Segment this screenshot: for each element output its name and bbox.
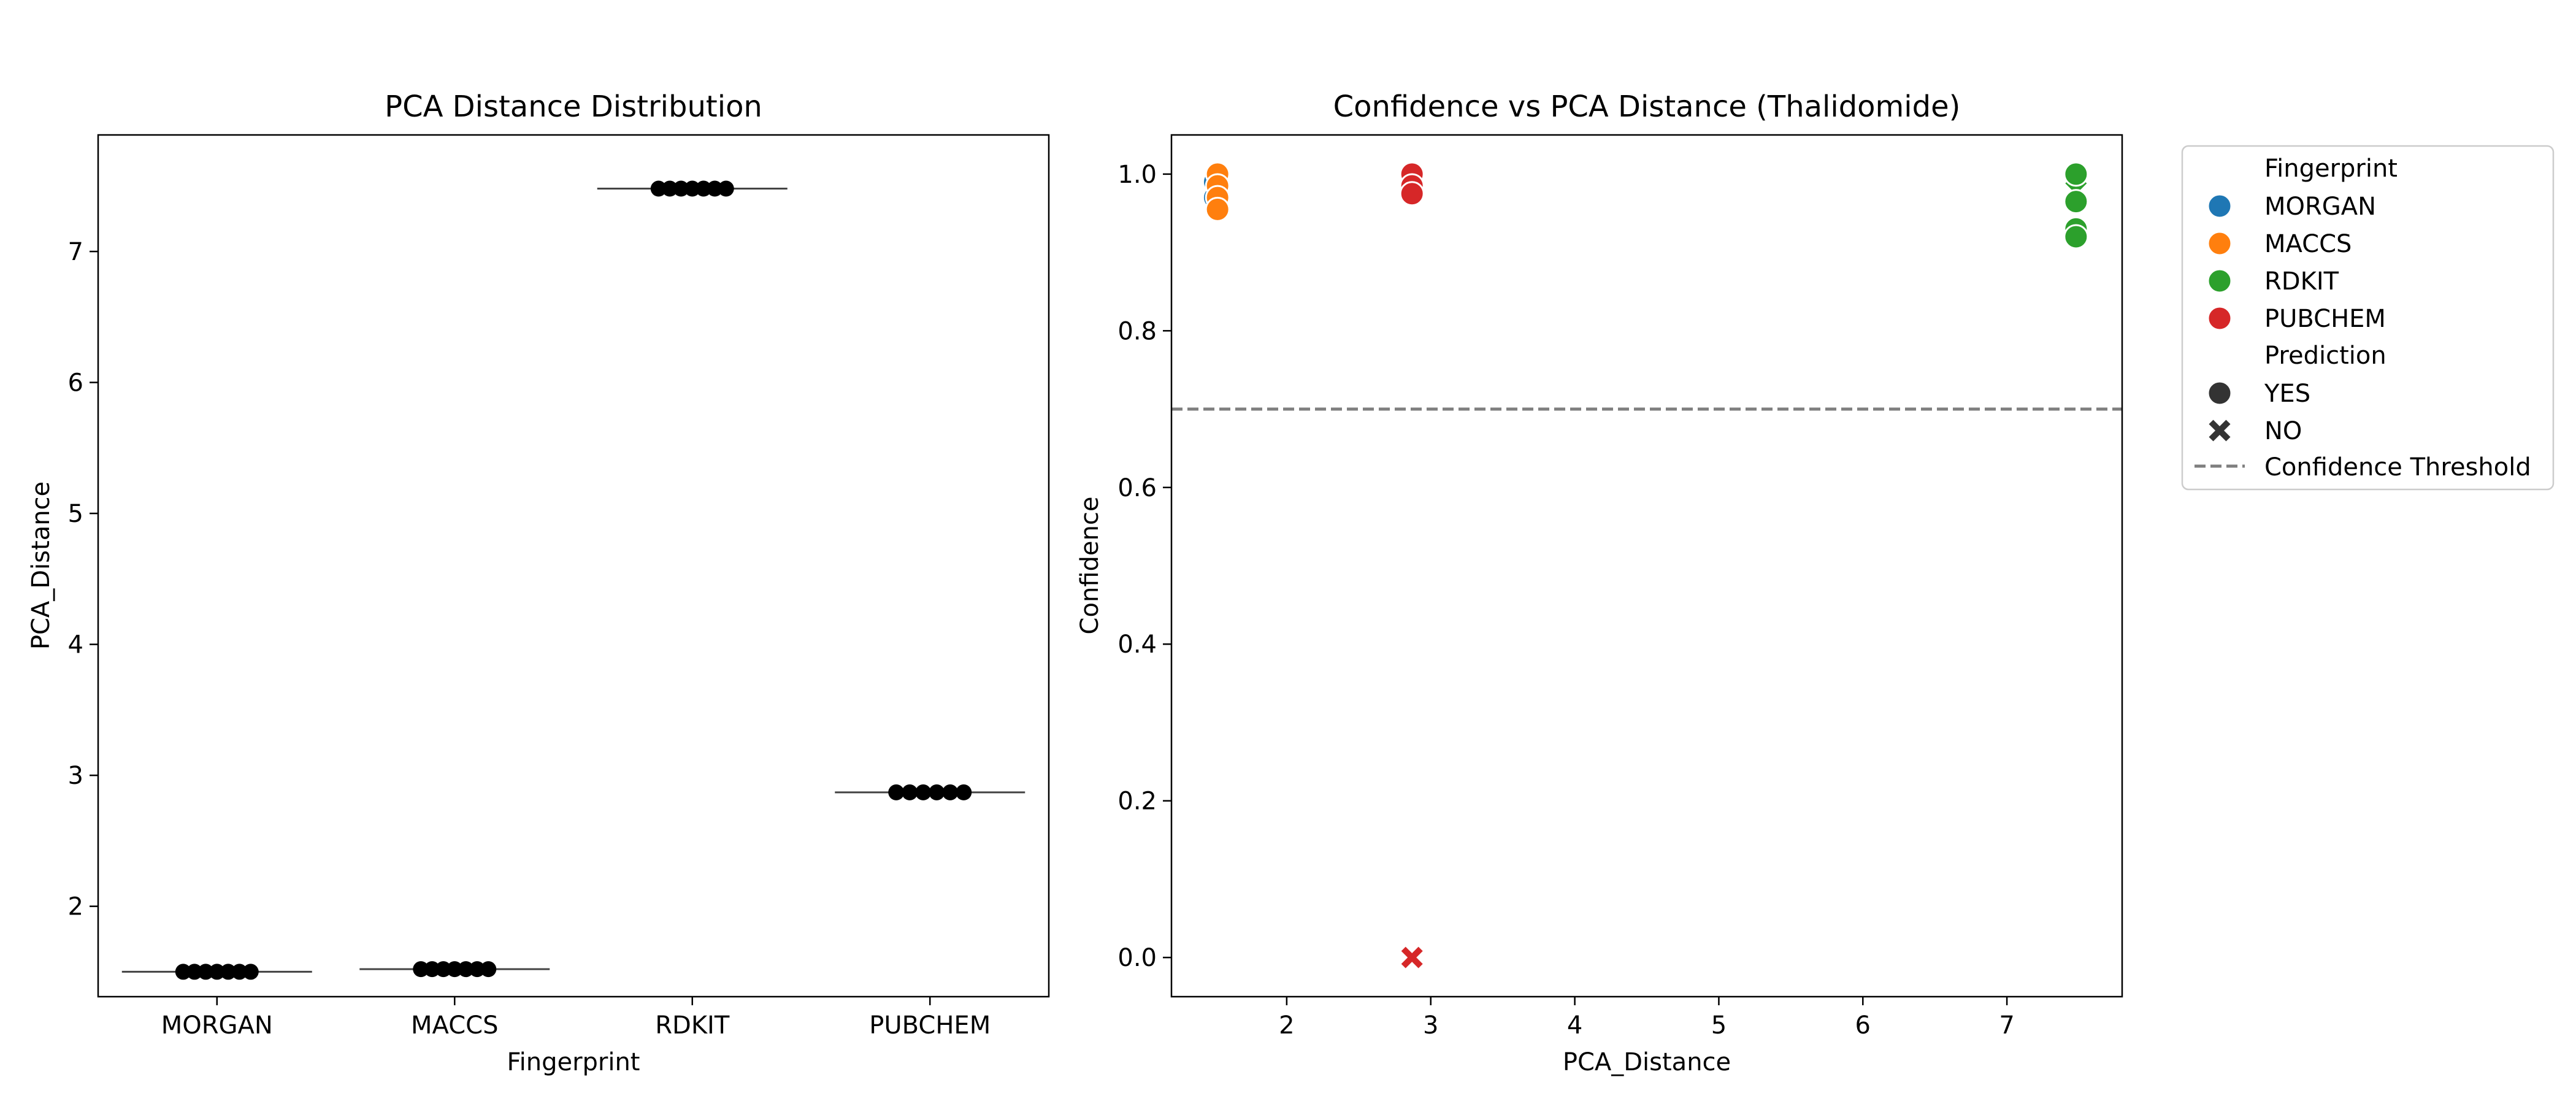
strip-point	[413, 961, 429, 978]
legend-item-threshold: Confidence Threshold	[2195, 453, 2531, 481]
strip-point	[447, 961, 463, 978]
scatter-point-yes-rdkit	[2063, 224, 2089, 250]
strip-point	[915, 784, 932, 800]
x-tick-label: 2	[1279, 1011, 1294, 1040]
legend-title-prediction: Prediction	[2264, 342, 2386, 370]
y-tick-label: 0.6	[1117, 474, 1157, 502]
right-x-axis-ticks: 2 3 4 5 6 7	[1279, 997, 2015, 1040]
left-plot-frame	[97, 134, 1050, 998]
strip-point	[650, 180, 667, 197]
legend-title-fingerprint: Fingerprint	[2264, 155, 2398, 183]
x-tick-label: MACCS	[411, 1011, 498, 1040]
strip-point	[469, 961, 485, 978]
x-tick-label: 3	[1423, 1011, 1438, 1040]
y-tick-label: 0.2	[1117, 788, 1157, 816]
legend-marker-no	[2209, 420, 2231, 442]
legend-marker-yes	[2207, 380, 2233, 406]
left-y-axis-label: PCA_Distance	[27, 481, 55, 650]
legend-fingerprint-items: MORGAN MACCS RDKIT PUBCHEM	[2207, 193, 2386, 333]
left-chart-title: PCA Distance Distribution	[385, 90, 762, 124]
x-tick-label: 7	[1999, 1011, 2014, 1040]
legend-prediction-items: YES NO	[2207, 380, 2310, 445]
legend: Fingerprint MORGAN MACCS RDKIT PUBCHEM Pred…	[2181, 145, 2555, 491]
scatter-point-yes-rdkit	[2063, 161, 2089, 187]
strip-point	[480, 961, 497, 978]
right-y-axis-label: Confidence	[1076, 497, 1104, 635]
strip-point	[458, 961, 474, 978]
strip-point	[186, 964, 203, 980]
y-tick-label: 7	[68, 238, 83, 266]
strip-point	[707, 180, 723, 197]
scatter-point-yes-maccs	[1205, 196, 1230, 222]
y-tick-label: 0.4	[1117, 631, 1157, 659]
right-x-axis-label: PCA_Distance	[1563, 1048, 1731, 1076]
strip-point	[942, 784, 959, 800]
strip-point	[231, 964, 248, 980]
strip-point	[956, 784, 972, 800]
legend-box	[2181, 145, 2555, 491]
left-x-axis-ticks: MORGAN MACCS RDKIT PUBCHEM	[161, 997, 991, 1040]
x-tick-label: RDKIT	[655, 1011, 730, 1040]
strip-point	[197, 964, 214, 980]
y-tick-label: 1.0	[1117, 161, 1157, 189]
y-tick-label: 4	[68, 631, 83, 659]
legend-marker-maccs	[2207, 231, 2233, 256]
y-tick-label: 5	[68, 500, 83, 528]
strip-point	[435, 961, 451, 978]
legend-label-rdkit: RDKIT	[2264, 267, 2339, 296]
strip-point	[242, 964, 259, 980]
right-plot-content	[1171, 161, 2122, 968]
left-x-axis-label: Fingerprint	[507, 1048, 640, 1076]
y-tick-label: 0.0	[1117, 944, 1157, 972]
legend-label-maccs: MACCS	[2264, 230, 2352, 258]
strip-point	[684, 180, 700, 197]
y-tick-label: 2	[68, 893, 83, 921]
strip-point	[424, 961, 440, 978]
x-tick-label: MORGAN	[161, 1011, 273, 1040]
legend-marker-pubchem	[2207, 305, 2233, 331]
confidence-scatter-panel: Confidence vs PCA Distance (Thalidomide)…	[1076, 90, 2123, 1076]
strip-point	[662, 180, 678, 197]
strip-point	[175, 964, 191, 980]
right-chart-title: Confidence vs PCA Distance (Thalidomide)	[1333, 90, 1961, 124]
legend-marker-rdkit	[2207, 268, 2233, 294]
scatter-point-no-pubchem	[1401, 946, 1423, 968]
strip-point	[929, 784, 945, 800]
x-tick-label: 4	[1567, 1011, 1582, 1040]
right-plot-frame	[1170, 134, 2123, 998]
strip-point	[888, 784, 905, 800]
legend-label-morgan: MORGAN	[2264, 193, 2376, 221]
strip-point	[902, 784, 918, 800]
y-tick-label: 3	[68, 762, 83, 790]
legend-label-pubchem: PUBCHEM	[2264, 305, 2386, 333]
y-tick-label: 0.8	[1117, 317, 1157, 345]
legend-label-yes: YES	[2264, 380, 2310, 408]
scatter-point-yes-rdkit	[2063, 189, 2089, 215]
x-tick-label: 5	[1711, 1011, 1727, 1040]
strip-point	[220, 964, 237, 980]
strip-point	[209, 964, 225, 980]
scatter-point-yes-pubchem	[1399, 181, 1425, 207]
left-plot-content	[121, 180, 1025, 980]
legend-marker-morgan	[2207, 193, 2233, 219]
left-y-axis-ticks: 2 3 4 5 6 7	[68, 238, 98, 921]
legend-label-no: NO	[2264, 417, 2302, 445]
strip-point	[673, 180, 689, 197]
strip-point	[696, 180, 712, 197]
legend-threshold-label: Confidence Threshold	[2264, 453, 2531, 481]
strip-point	[718, 180, 734, 197]
y-tick-label: 6	[68, 369, 83, 397]
x-tick-label: 6	[1855, 1011, 1871, 1040]
right-y-axis-ticks: 0.0 0.2 0.4 0.6 0.8 1.0	[1117, 161, 1171, 972]
x-tick-label: PUBCHEM	[869, 1011, 991, 1040]
